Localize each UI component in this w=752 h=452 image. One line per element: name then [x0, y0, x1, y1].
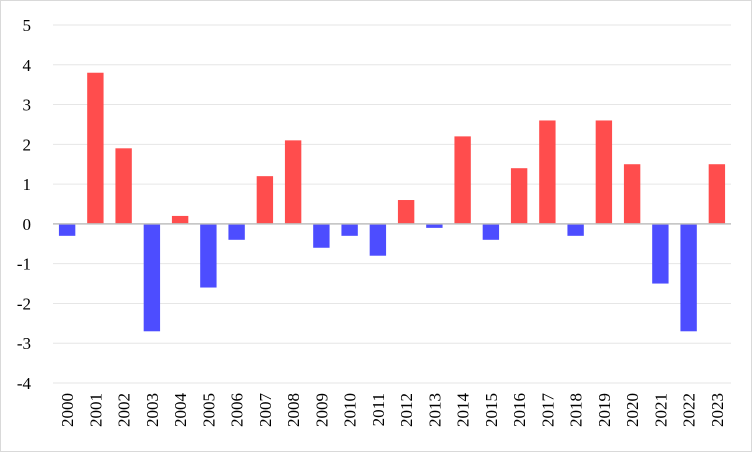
y-tick-label: -3: [17, 334, 31, 353]
x-tick-label: 2012: [397, 393, 416, 427]
x-tick-label: 2013: [425, 393, 444, 427]
bar-2020: [623, 164, 641, 224]
x-tick-label: 2004: [171, 393, 190, 428]
bar-2017: [539, 120, 556, 224]
x-tick-label: 2010: [341, 393, 360, 427]
y-tick-label: -4: [17, 374, 32, 393]
bar-2014: [454, 136, 471, 224]
y-tick-label: 0: [23, 215, 32, 234]
bar-2006: [228, 223, 245, 240]
x-tick-label: 2022: [680, 393, 699, 427]
bar-2011: [369, 223, 387, 256]
y-tick-label: -2: [17, 294, 31, 313]
x-tick-label: 2019: [595, 393, 614, 427]
x-tick-label: 2016: [510, 393, 529, 427]
bar-2016: [510, 168, 528, 224]
x-tick-label: 2023: [708, 393, 727, 427]
x-tick-label: 2021: [651, 393, 670, 427]
bar-2007: [256, 176, 274, 224]
bar-2005: [200, 223, 217, 288]
x-tick-label: 2009: [312, 393, 331, 427]
x-tick-label: 2018: [567, 393, 586, 427]
bar-2019: [595, 120, 613, 224]
x-tick-label: 2020: [623, 393, 642, 427]
x-tick-label: 2015: [482, 393, 501, 427]
bar-2004: [171, 215, 189, 224]
bar-2023: [708, 164, 726, 224]
bar-2008: [284, 140, 302, 224]
y-tick-label: 1: [23, 175, 32, 194]
y-tick-labels: 5 4 3 2 1 0 -1 -2 -3 -4: [17, 16, 32, 393]
bar-2002: [115, 148, 132, 224]
bar-2015: [482, 223, 500, 240]
bar-2018: [567, 223, 584, 236]
bar-2013: [426, 223, 443, 228]
x-tick-label: 2014: [454, 393, 473, 428]
y-tick-label: -1: [17, 255, 31, 274]
bar-2009: [313, 223, 330, 248]
x-tick-labels: 2000 2001 2002 2003 2004 2005 2006 2007 2008 2009…: [58, 393, 727, 428]
x-tick-label: 2006: [228, 393, 247, 427]
y-tick-label: 3: [23, 96, 32, 115]
bars: [58, 72, 726, 332]
bar-2003: [143, 223, 161, 332]
bar-2021: [652, 223, 669, 284]
x-tick-label: 2011: [369, 393, 388, 426]
x-tick-label: 2005: [199, 393, 218, 427]
x-tick-label: 2002: [115, 393, 134, 427]
x-tick-label: 2007: [256, 393, 275, 428]
x-tick-label: 2003: [143, 393, 162, 427]
y-tick-label: 2: [23, 135, 32, 154]
x-tick-label: 2017: [538, 393, 557, 428]
bar-2000: [58, 223, 76, 236]
x-tick-label: 2001: [86, 393, 105, 427]
y-tick-label: 5: [23, 16, 32, 35]
bar-2001: [87, 72, 104, 224]
x-tick-label: 2000: [58, 393, 77, 427]
x-tick-label: 2008: [284, 393, 303, 427]
y-tick-label: 4: [23, 56, 32, 75]
bar-2022: [680, 223, 697, 332]
grid-lines: [53, 24, 731, 384]
bar-2010: [341, 223, 358, 236]
bar-2012: [397, 200, 415, 224]
